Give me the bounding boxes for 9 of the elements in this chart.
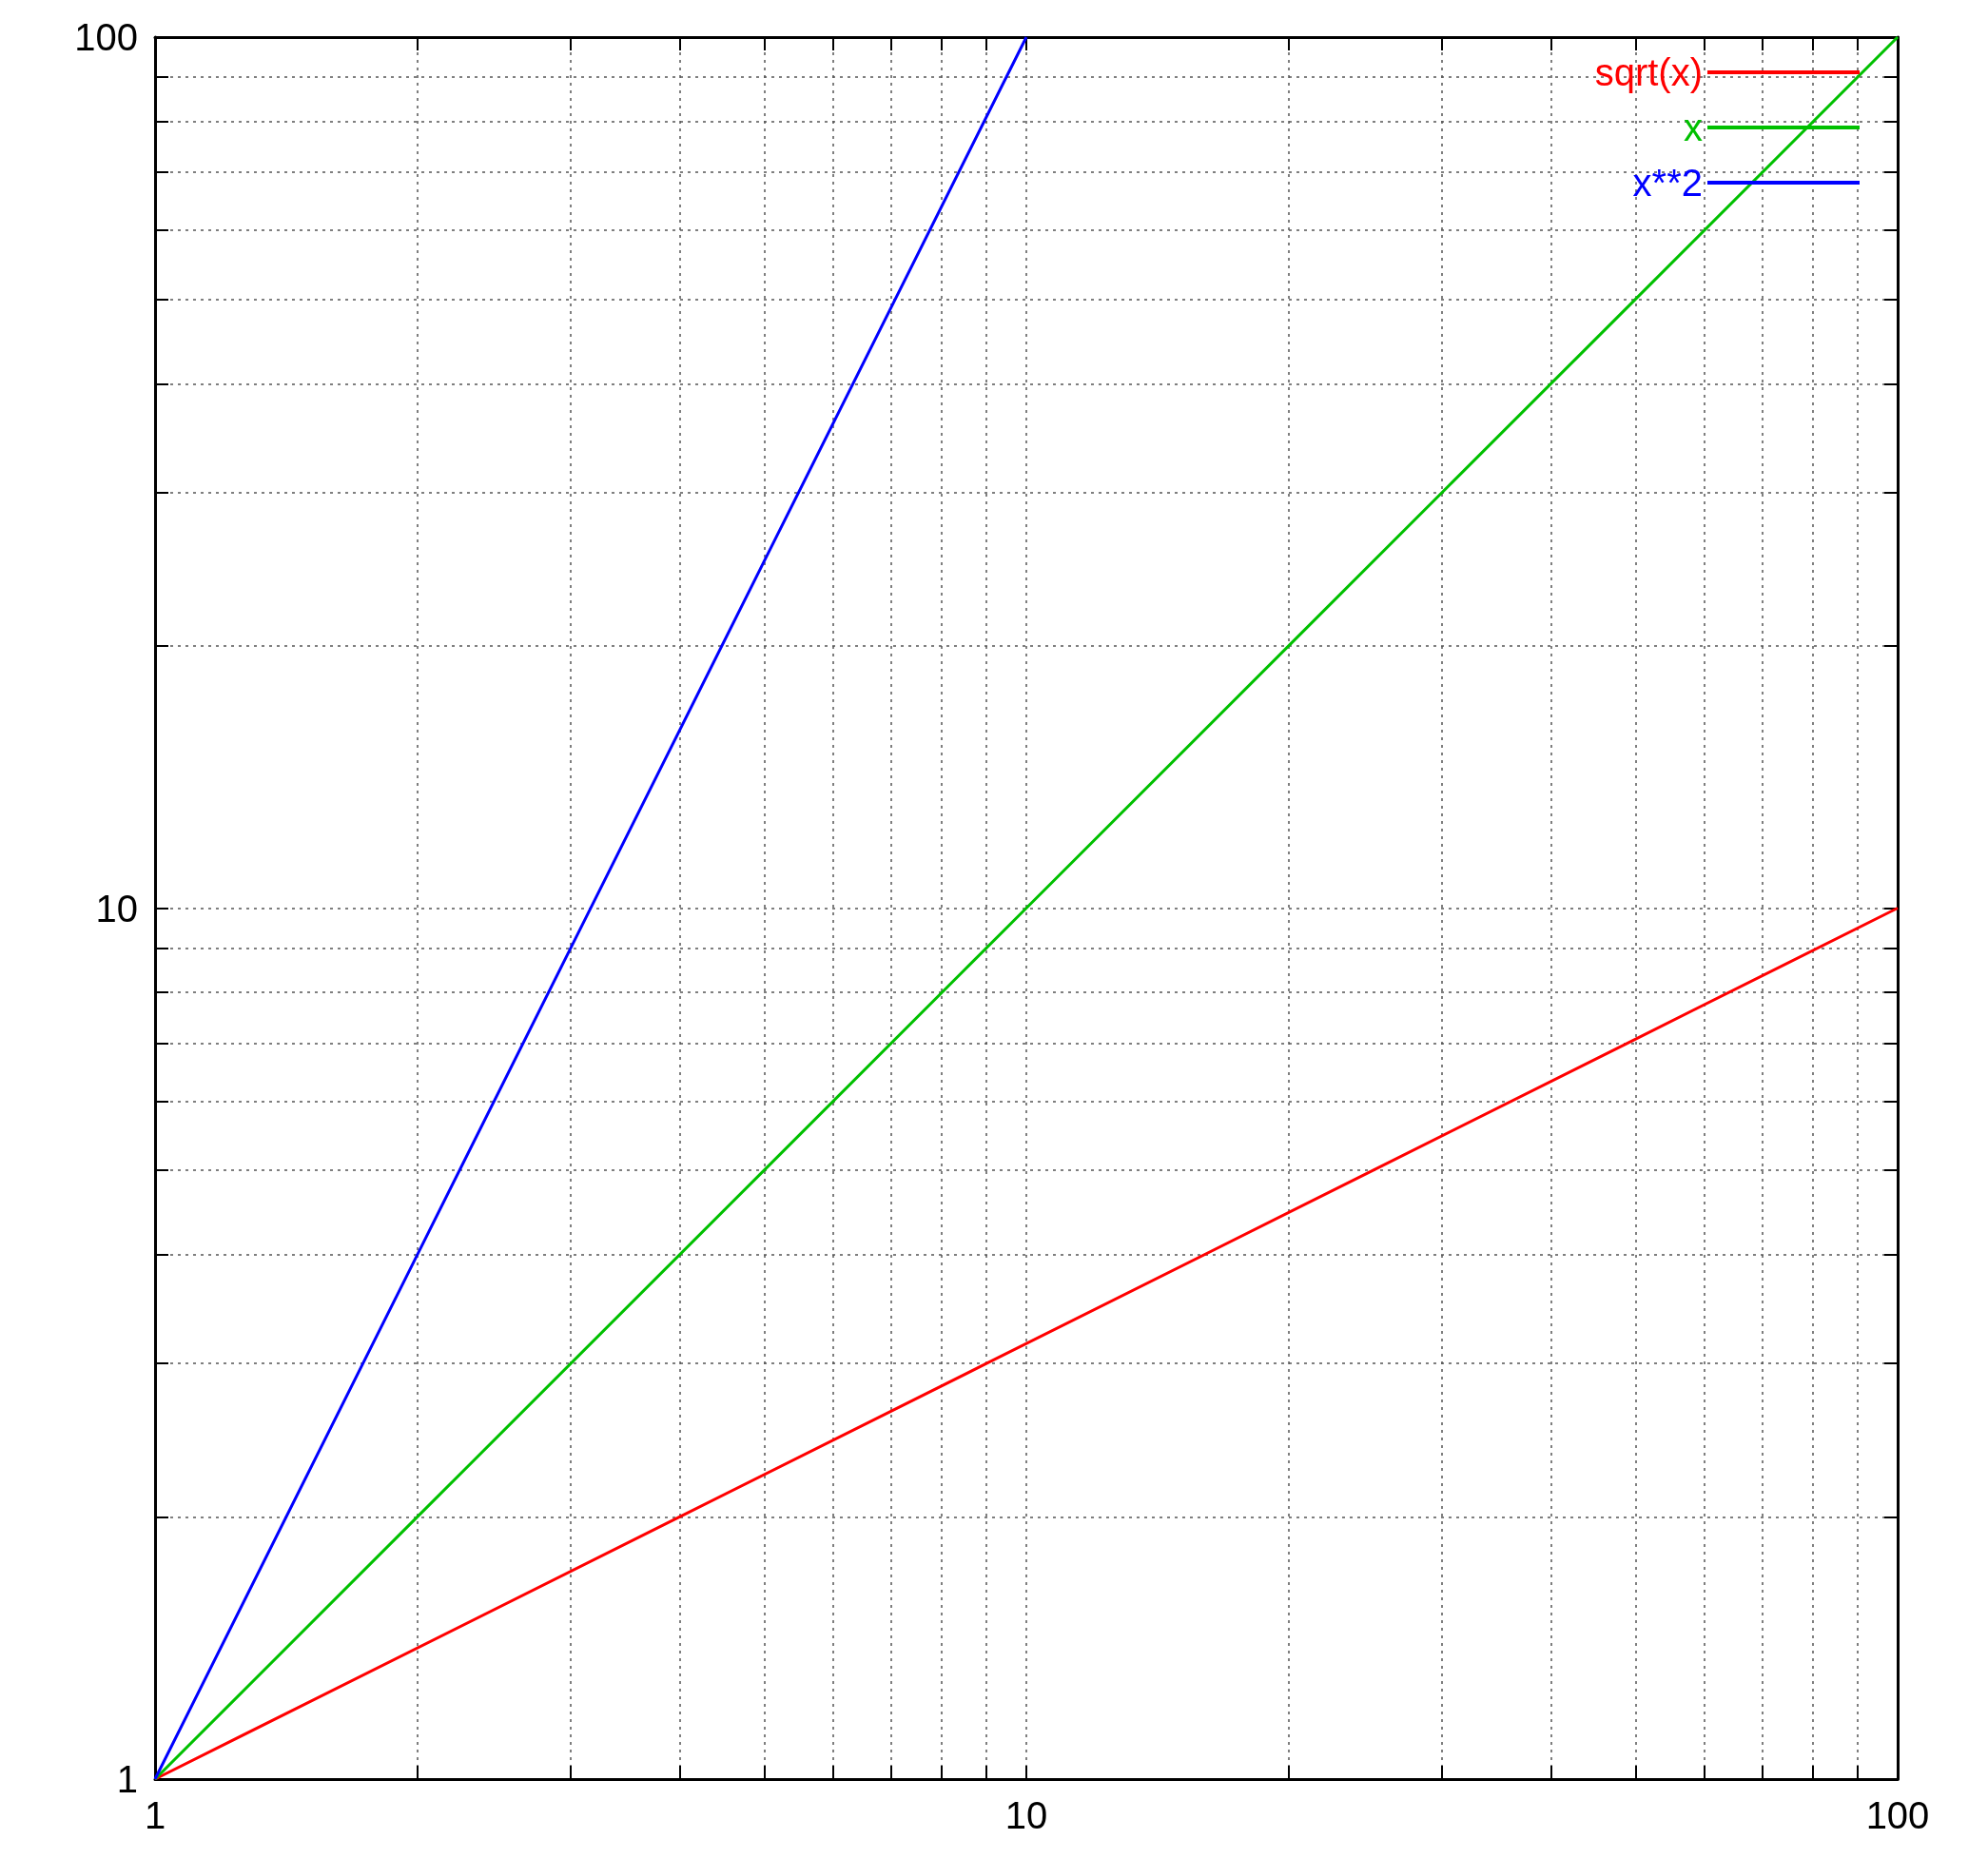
- legend-label: sqrt(x): [1594, 51, 1703, 93]
- y-tick-label: 1: [116, 1758, 138, 1800]
- legend-label: x**2: [1632, 162, 1703, 204]
- x-tick-label: 100: [1865, 1794, 1930, 1836]
- y-tick-label: 100: [74, 16, 138, 58]
- y-tick-label: 10: [95, 887, 138, 930]
- x-tick-label: 1: [144, 1794, 166, 1836]
- x-tick-label: 10: [1004, 1794, 1048, 1836]
- legend-label: x: [1684, 107, 1703, 148]
